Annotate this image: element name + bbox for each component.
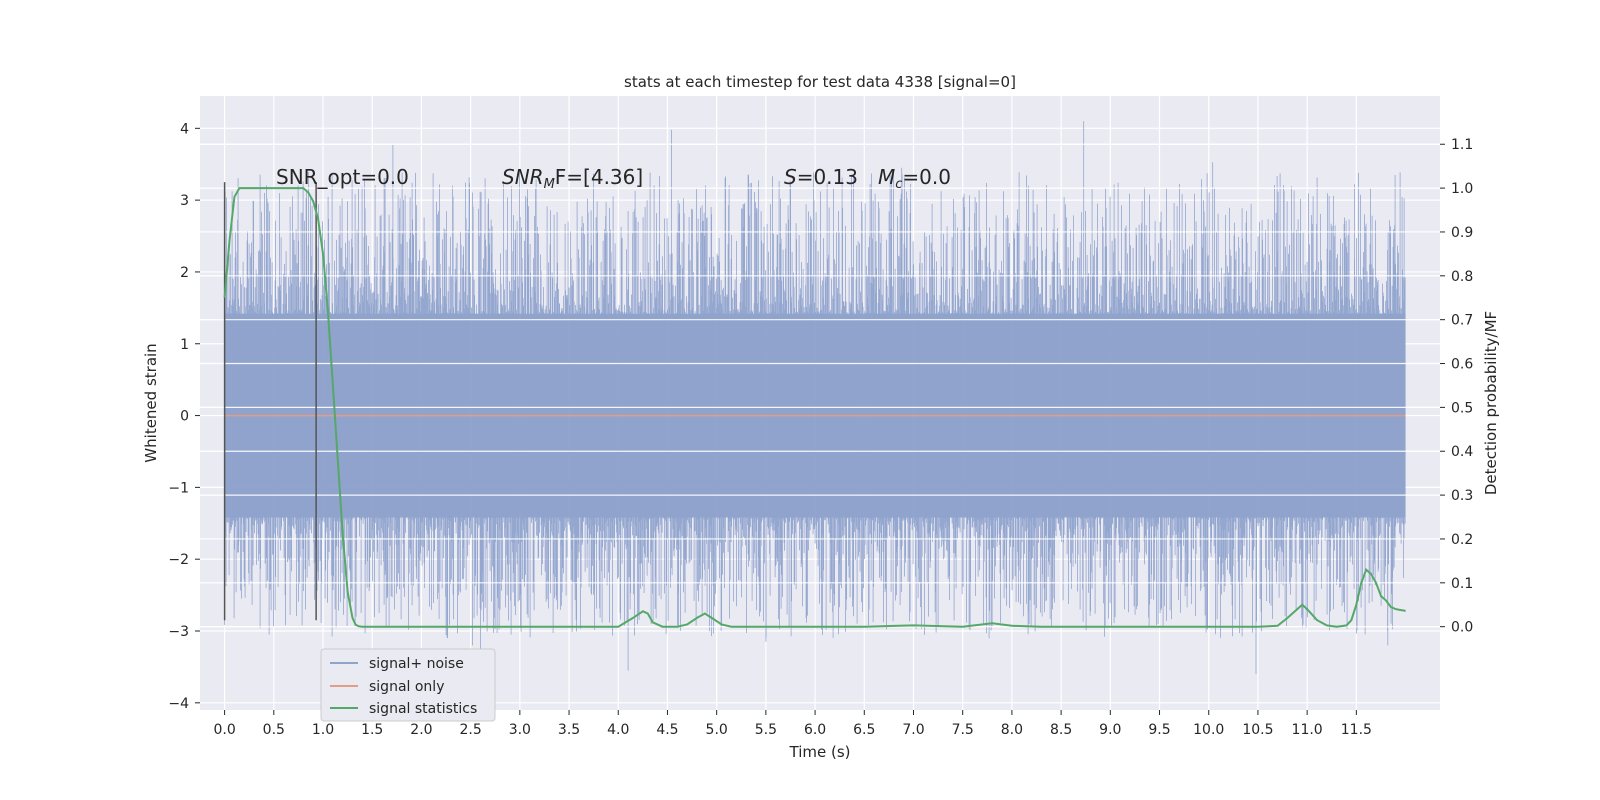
x-tick-label: 5.5: [755, 722, 777, 738]
y-right-tick-label: 0.5: [1451, 400, 1473, 416]
x-tick-label: 6.0: [804, 722, 826, 738]
legend-label-signal-only: signal only: [369, 679, 444, 695]
legend-box: [320, 648, 496, 722]
x-tick-label: 3.0: [509, 722, 531, 738]
y-right-axis-title: Detection probability/MF: [1482, 311, 1500, 495]
x-tick-label: 7.5: [952, 722, 974, 738]
x-tick-label: 1.0: [312, 722, 334, 738]
legend-label-signal-statistics: signal statistics: [369, 701, 477, 717]
chart-lines: [200, 143, 1440, 628]
x-tick-label: 6.5: [853, 722, 875, 738]
x-tick-label: 5.0: [706, 722, 728, 738]
y-right-tick-label: 0.9: [1451, 225, 1473, 241]
x-axis-title: Time (s): [789, 743, 851, 761]
y-right-tick-label: 0.2: [1451, 532, 1473, 548]
y-right-tick-label: 1.1: [1451, 137, 1473, 153]
y-tick-label: 1: [180, 337, 189, 353]
annotation-snr-mf: SNRMF=[4.36]: [502, 165, 643, 192]
y-right-tick-label: 0.7: [1451, 313, 1473, 329]
mc-suffix: =0.0: [902, 165, 951, 189]
x-tick-label: 9.5: [1148, 722, 1170, 738]
x-tick-label: 8.5: [1050, 722, 1072, 738]
y-tick-label: −1: [168, 480, 189, 496]
mc-symbol: M: [878, 165, 895, 189]
series-signal-statistics: [223, 187, 1406, 628]
y-right-tick-label: 0.3: [1451, 488, 1473, 504]
x-tick-label: 8.0: [1001, 722, 1023, 738]
x-tick-label: 10.5: [1242, 722, 1273, 738]
snr-mf-suffix: F=[4.36]: [555, 165, 643, 189]
x-tick-label: 11.0: [1292, 722, 1323, 738]
x-tick-label: 2.5: [460, 722, 482, 738]
y-tick-label: 2: [180, 265, 189, 281]
y-right-tick-label: 1.0: [1451, 181, 1473, 197]
snr-mf-subscript: M: [544, 177, 555, 192]
y-right-tick-label: 0.8: [1451, 269, 1473, 285]
x-tick-label: 4.0: [607, 722, 629, 738]
y-axis-title: Whitened strain: [142, 343, 160, 462]
y-tick-label: 4: [180, 121, 189, 137]
legend: signal+ noise signal only signal statist…: [320, 648, 496, 722]
tick-labels: 0.0 0.5 1.0 1.5 2.0 2.5 3.0 3.5 4.0 4.5 5.0 5.5 6.0 6…: [168, 121, 1473, 738]
x-tick-label: 1.5: [361, 722, 383, 738]
annotation-mc: Mc=0.0: [878, 165, 951, 192]
annotation-s: S=0.13: [784, 165, 858, 189]
x-tick-label: 4.5: [656, 722, 678, 738]
x-tick-label: 0.5: [263, 722, 285, 738]
y-tick-label: 3: [180, 193, 189, 209]
y-right-tick-label: 0.0: [1451, 620, 1473, 636]
y-right-tick-label: 0.6: [1451, 357, 1473, 373]
legend-label-signal-noise: signal+ noise: [369, 656, 464, 672]
x-tick-label: 10.0: [1193, 722, 1224, 738]
y-tick-label: 0: [180, 409, 189, 425]
x-tick-label: 11.5: [1341, 722, 1372, 738]
x-tick-label: 2.0: [410, 722, 432, 738]
annotation-snr-opt: SNR_opt=0.0: [276, 165, 409, 189]
x-tick-label: 3.5: [558, 722, 580, 738]
y-tick-label: −4: [168, 696, 189, 712]
y-right-tick-label: 0.4: [1451, 444, 1473, 460]
x-tick-label: 7.0: [902, 722, 924, 738]
x-tick-label: 9.0: [1099, 722, 1121, 738]
mc-subscript: c: [895, 177, 902, 192]
chart-title: stats at each timestep for test data 433…: [624, 73, 1016, 91]
s-suffix: =0.13: [797, 165, 858, 189]
y-tick-label: −2: [168, 552, 189, 568]
y-right-tick-label: 0.1: [1451, 576, 1473, 592]
s-symbol: S: [784, 165, 797, 189]
snr-mf-symbol: SNR: [502, 165, 544, 189]
y-tick-label: −3: [168, 624, 189, 640]
x-tick-label: 0.0: [213, 722, 235, 738]
